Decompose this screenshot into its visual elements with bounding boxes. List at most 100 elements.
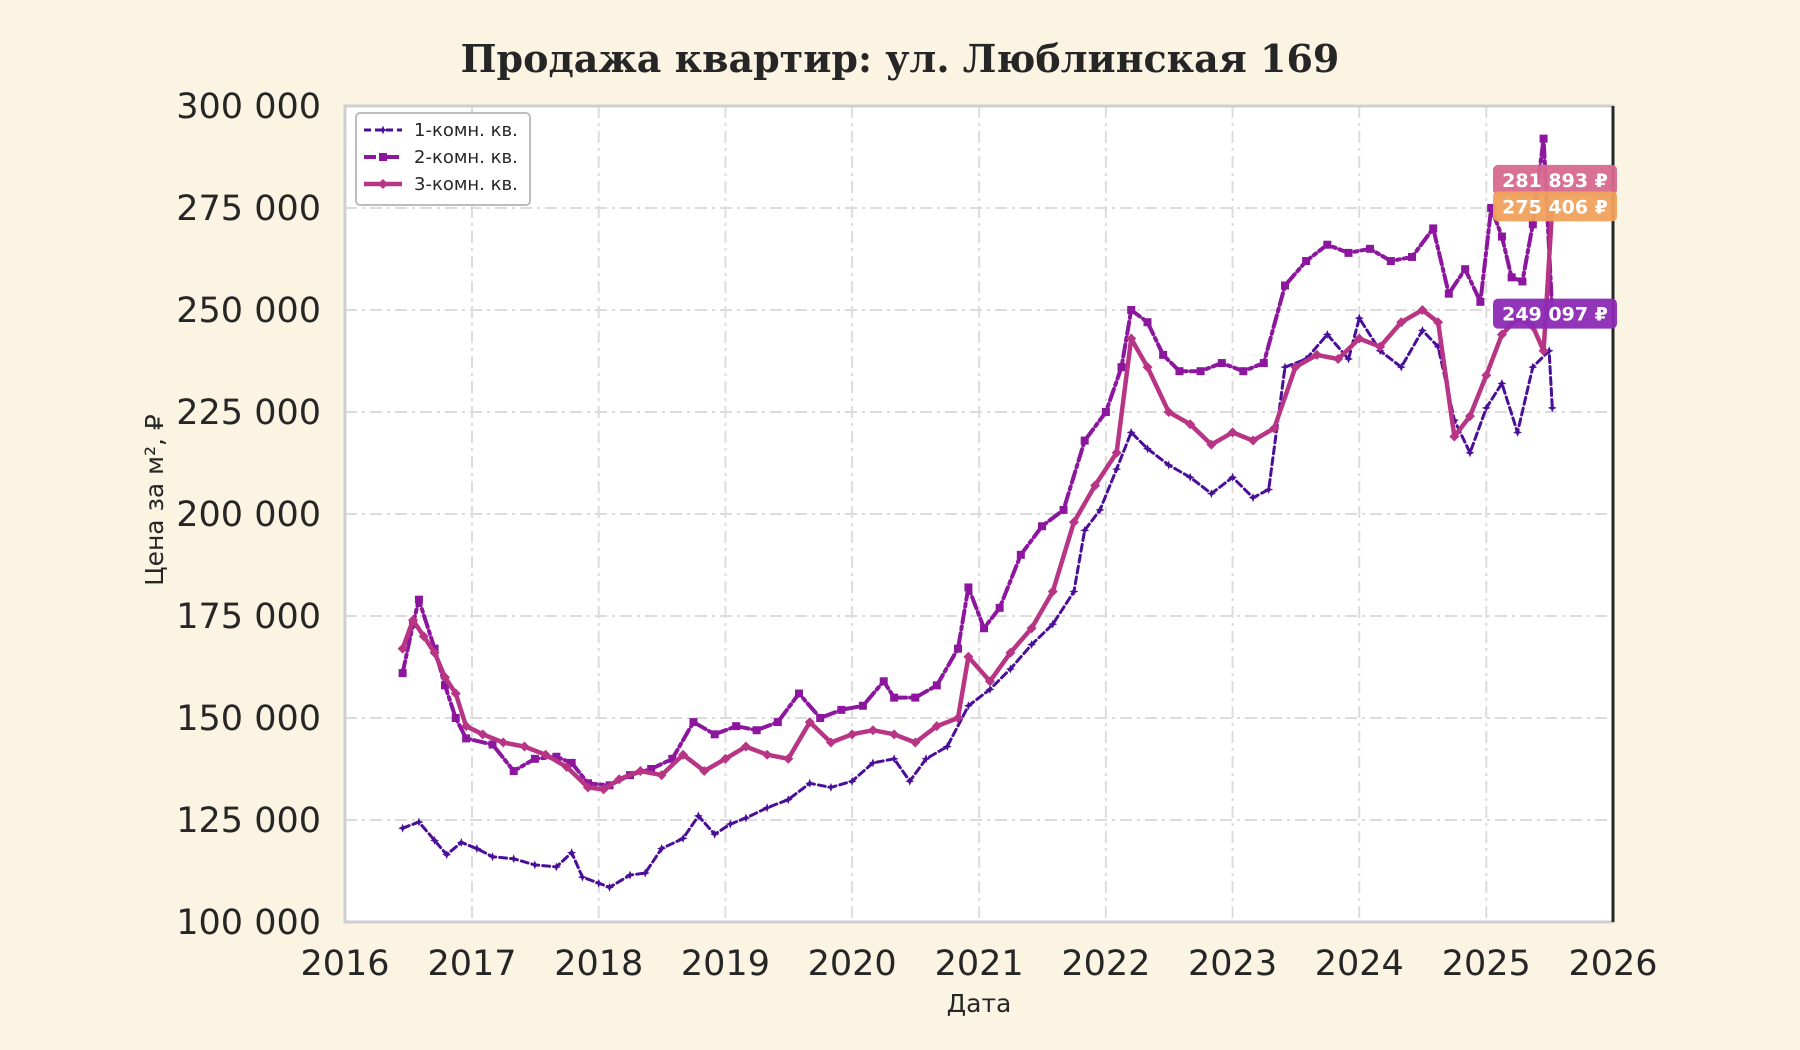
data-point [582, 782, 593, 793]
y-tick-label: 100 000 [176, 903, 321, 943]
data-point [1095, 505, 1105, 515]
data-point [995, 603, 1004, 612]
data-point [1196, 367, 1205, 376]
data-point [1538, 345, 1549, 356]
data-point [1366, 244, 1375, 253]
data-point [551, 862, 561, 872]
value-badge [1493, 164, 1617, 195]
data-point [540, 749, 551, 760]
data-point [656, 770, 667, 781]
data-point [1433, 317, 1444, 328]
data-point [604, 882, 614, 892]
data-point [1005, 647, 1016, 658]
x-tick-label: 2026 [1568, 944, 1657, 984]
data-point [953, 644, 962, 653]
data-point [1528, 362, 1538, 372]
data-point [1481, 370, 1492, 381]
data-point [931, 721, 942, 732]
data-point [1449, 431, 1460, 442]
data-point [1311, 349, 1322, 360]
x-tick-label: 2022 [1061, 944, 1150, 984]
data-point [1175, 367, 1184, 376]
data-point [397, 643, 408, 654]
data-point [418, 631, 429, 642]
data-point [1323, 240, 1332, 249]
data-point [693, 811, 703, 821]
data-point [942, 742, 952, 752]
data-point [1507, 273, 1516, 282]
data-point [1497, 232, 1506, 241]
data-point [1127, 306, 1136, 314]
x-ticks: 2016 2017 2018 2019 2020 2021 2022 2023 2024 2025… [300, 944, 1657, 984]
data-point [980, 624, 989, 633]
data-point [890, 693, 899, 702]
data-point [1248, 435, 1259, 446]
data-point [1513, 427, 1523, 437]
data-point [1080, 436, 1089, 445]
data-point [1206, 439, 1217, 450]
data-point [1080, 525, 1090, 535]
value-badges: 281 893 ₽ 275 406 ₽ 249 097 ₽ [1493, 164, 1617, 329]
data-point [905, 776, 915, 786]
data-point [456, 837, 466, 847]
legend-label: 1-комн. кв. [414, 120, 518, 141]
data-point [1518, 277, 1527, 286]
data-point [451, 714, 460, 722]
data-point [488, 740, 497, 749]
data-point [1047, 586, 1058, 597]
data-point [1417, 325, 1427, 335]
chart-title: Продажа квартир: ул. Люблинская 169 [461, 36, 1340, 81]
data-point [625, 870, 635, 880]
data-point [689, 718, 698, 727]
value-badge-label: 281 893 ₽ [1502, 170, 1608, 192]
data-point [699, 766, 710, 777]
data-point [1126, 333, 1137, 344]
data-point [450, 688, 461, 699]
data-point [614, 774, 625, 785]
data-point [408, 615, 419, 626]
legend-marker [378, 179, 388, 189]
data-point [678, 833, 688, 843]
data-point [1290, 362, 1301, 373]
data-point [847, 776, 857, 786]
data-point [1354, 333, 1365, 344]
data-point [1476, 297, 1485, 306]
data-point [710, 730, 719, 739]
data-point [414, 595, 423, 604]
data-point [1417, 305, 1428, 315]
data-point [963, 651, 974, 662]
data-point [910, 737, 921, 748]
data-point [1280, 362, 1290, 372]
data-point [647, 765, 656, 773]
data-point [1444, 289, 1453, 298]
data-point [1117, 363, 1126, 372]
legend-marker [378, 125, 388, 135]
data-point [1090, 480, 1101, 491]
series-1 [398, 313, 1557, 892]
data-point [879, 677, 888, 686]
data-point [1217, 359, 1226, 368]
data-point [1101, 408, 1110, 416]
data-point [1269, 423, 1280, 434]
data-point [1354, 313, 1364, 323]
data-point [783, 753, 794, 764]
data-point [1547, 403, 1557, 413]
data-point [911, 693, 920, 702]
data-point [1259, 359, 1268, 368]
data-point [889, 729, 900, 740]
data-point [1386, 257, 1395, 266]
value-badge [1493, 191, 1617, 222]
data-point [498, 737, 509, 748]
data-point [1164, 460, 1174, 470]
data-point [1027, 640, 1037, 650]
y-tick-label: 125 000 [176, 801, 321, 841]
data-point [1185, 419, 1196, 430]
data-point [1396, 317, 1407, 328]
data-point [752, 726, 761, 735]
data-point [442, 850, 452, 860]
data-point [921, 754, 931, 764]
data-point [1396, 362, 1406, 372]
data-point [964, 583, 973, 592]
data-point [1302, 257, 1311, 266]
